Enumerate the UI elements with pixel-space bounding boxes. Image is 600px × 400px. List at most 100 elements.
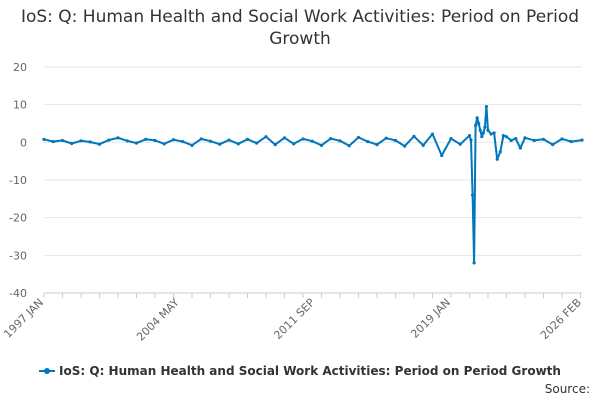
data-point [162, 142, 166, 146]
data-point [440, 153, 444, 158]
data-point [134, 141, 139, 145]
data-point [518, 146, 522, 150]
data-point [70, 141, 74, 146]
data-point [218, 142, 222, 146]
data-point [560, 137, 564, 141]
data-point [245, 137, 250, 141]
legend[interactable]: IoS: Q: Human Health and Social Work Act… [0, 364, 600, 379]
data-point [474, 123, 478, 127]
data-point [190, 143, 194, 147]
series-points [42, 104, 584, 265]
data-point [51, 139, 55, 144]
y-tick-label: -40 [9, 287, 27, 300]
data-point [282, 136, 287, 140]
data-point [580, 138, 584, 142]
data-point [393, 138, 398, 143]
data-point [501, 133, 505, 138]
data-point [97, 142, 102, 146]
data-point [79, 139, 83, 143]
x-tick-label: 2004 MAY [134, 296, 182, 344]
y-tick-label: -20 [9, 212, 27, 225]
data-point [541, 137, 546, 141]
data-point [42, 137, 46, 141]
data-point [484, 104, 489, 109]
x-tick-label: 2026 FEB [538, 296, 584, 342]
data-point [227, 138, 231, 142]
x-axis: 1997 JAN 2004 MAY 2011 SEP 2019 JAN 2026 FEB [1, 292, 584, 344]
data-point [486, 128, 490, 132]
legend-label: IoS: Q: Human Health and Social Work Act… [59, 364, 561, 378]
data-point [523, 136, 527, 140]
data-point [199, 137, 203, 141]
data-point [292, 142, 296, 146]
data-point [489, 132, 493, 136]
x-tick-label: 2019 JAN [408, 296, 453, 341]
data-point [347, 144, 351, 148]
data-point [492, 131, 496, 135]
x-tick-label: 1997 JAN [1, 296, 46, 341]
y-tick-label: -10 [9, 174, 27, 187]
data-point [88, 140, 92, 144]
data-point [469, 138, 473, 142]
data-point [498, 150, 502, 154]
data-point [171, 138, 176, 142]
data-point [470, 193, 475, 197]
data-point [264, 135, 268, 139]
legend-item[interactable]: IoS: Q: Human Health and Social Work Act… [39, 364, 561, 378]
series-line [43, 105, 583, 264]
chart-title: IoS: Q: Human Health and Social Work Act… [20, 7, 580, 49]
data-point [403, 144, 407, 148]
data-point [480, 135, 484, 139]
data-point [569, 139, 573, 144]
data-point [255, 141, 259, 145]
y-tick-label: 10 [13, 99, 27, 112]
data-point [107, 138, 111, 142]
data-point [236, 142, 240, 146]
data-point [356, 135, 361, 140]
data-point [421, 143, 425, 147]
data-point [495, 157, 499, 161]
data-point [125, 139, 129, 143]
data-point [472, 261, 476, 265]
y-tick-label: 0 [20, 136, 27, 149]
data-point [481, 131, 485, 135]
data-point [310, 139, 314, 143]
data-point [338, 139, 342, 143]
legend-line-marker-icon [39, 366, 56, 376]
data-point [208, 139, 213, 143]
data-point [504, 135, 509, 139]
data-point [273, 142, 277, 147]
data-point [384, 136, 388, 140]
source-label: Source: [544, 382, 590, 396]
data-point [366, 139, 370, 144]
data-point [60, 138, 65, 143]
series-line-path [43, 105, 583, 264]
data-point [301, 137, 305, 141]
data-point [144, 137, 148, 141]
data-point [430, 132, 435, 136]
y-axis-ticks: 20 10 0 -10 -20 -30 -40 [9, 61, 27, 300]
grid-lines [44, 66, 582, 294]
y-tick-label: -30 [9, 249, 27, 262]
y-tick-label: 20 [13, 61, 27, 74]
data-point [116, 136, 120, 140]
data-point [477, 121, 481, 126]
data-point [319, 143, 324, 147]
data-point [478, 128, 482, 132]
data-point [375, 142, 379, 147]
data-point [532, 138, 536, 143]
data-point [467, 133, 472, 138]
data-point [509, 138, 513, 143]
data-point [475, 116, 479, 120]
data-point [449, 136, 453, 141]
data-point [551, 142, 555, 147]
data-point [483, 125, 487, 129]
data-point [412, 134, 416, 138]
data-point [153, 138, 157, 143]
data-point [181, 139, 185, 144]
data-point [329, 136, 333, 141]
data-point [458, 142, 462, 146]
data-point [514, 136, 518, 141]
x-tick-label: 2011 SEP [271, 296, 317, 342]
